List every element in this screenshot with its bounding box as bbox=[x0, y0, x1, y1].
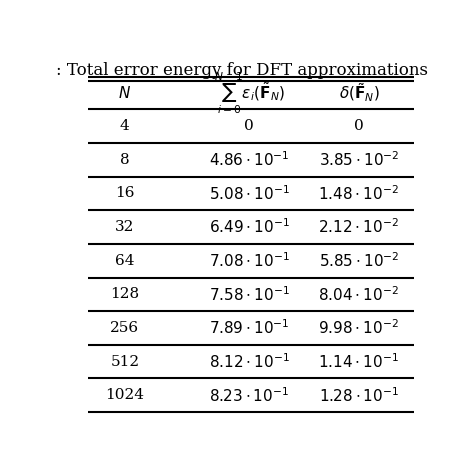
Text: $\delta(\tilde{\mathbf{F}}_N)$: $\delta(\tilde{\mathbf{F}}_N)$ bbox=[338, 82, 379, 104]
Text: 512: 512 bbox=[110, 354, 139, 369]
Text: 0: 0 bbox=[244, 119, 254, 133]
Text: 128: 128 bbox=[110, 287, 139, 301]
Text: $5.85\cdot10^{-2}$: $5.85\cdot10^{-2}$ bbox=[319, 252, 399, 270]
Text: $8.23\cdot10^{-1}$: $8.23\cdot10^{-1}$ bbox=[209, 386, 289, 405]
Text: $6.49\cdot10^{-1}$: $6.49\cdot10^{-1}$ bbox=[209, 218, 290, 236]
Text: 32: 32 bbox=[115, 220, 135, 234]
Text: 1024: 1024 bbox=[105, 388, 144, 402]
Text: 8: 8 bbox=[120, 153, 130, 167]
Text: $7.58\cdot10^{-1}$: $7.58\cdot10^{-1}$ bbox=[209, 285, 290, 303]
Text: $N$: $N$ bbox=[118, 85, 131, 101]
Text: $1.28\cdot10^{-1}$: $1.28\cdot10^{-1}$ bbox=[319, 386, 399, 405]
Text: $9.98\cdot10^{-2}$: $9.98\cdot10^{-2}$ bbox=[319, 319, 399, 337]
Text: $4.86\cdot10^{-1}$: $4.86\cdot10^{-1}$ bbox=[209, 151, 289, 169]
Text: $5.08\cdot10^{-1}$: $5.08\cdot10^{-1}$ bbox=[209, 184, 290, 203]
Text: 4: 4 bbox=[120, 119, 130, 133]
Text: 16: 16 bbox=[115, 186, 135, 201]
Text: $7.89\cdot10^{-1}$: $7.89\cdot10^{-1}$ bbox=[209, 319, 289, 337]
Text: $8.12\cdot10^{-1}$: $8.12\cdot10^{-1}$ bbox=[209, 352, 290, 371]
Text: $8.04\cdot10^{-2}$: $8.04\cdot10^{-2}$ bbox=[319, 285, 399, 303]
Text: $7.08\cdot10^{-1}$: $7.08\cdot10^{-1}$ bbox=[209, 252, 290, 270]
Text: 256: 256 bbox=[110, 321, 139, 335]
Text: $1.48\cdot10^{-2}$: $1.48\cdot10^{-2}$ bbox=[319, 184, 399, 203]
Text: $2.12\cdot10^{-2}$: $2.12\cdot10^{-2}$ bbox=[319, 218, 399, 236]
Text: $1.14\cdot10^{-1}$: $1.14\cdot10^{-1}$ bbox=[319, 352, 399, 371]
Text: 0: 0 bbox=[354, 119, 364, 133]
Text: $\sum_{i=0}^{N-1}\epsilon_i(\tilde{\mathbf{F}}_N)$: $\sum_{i=0}^{N-1}\epsilon_i(\tilde{\math… bbox=[214, 70, 285, 116]
Text: $3.85\cdot10^{-2}$: $3.85\cdot10^{-2}$ bbox=[319, 151, 399, 169]
Text: : Total error energy for DFT approximations: : Total error energy for DFT approximati… bbox=[56, 62, 428, 79]
Text: 64: 64 bbox=[115, 254, 135, 268]
